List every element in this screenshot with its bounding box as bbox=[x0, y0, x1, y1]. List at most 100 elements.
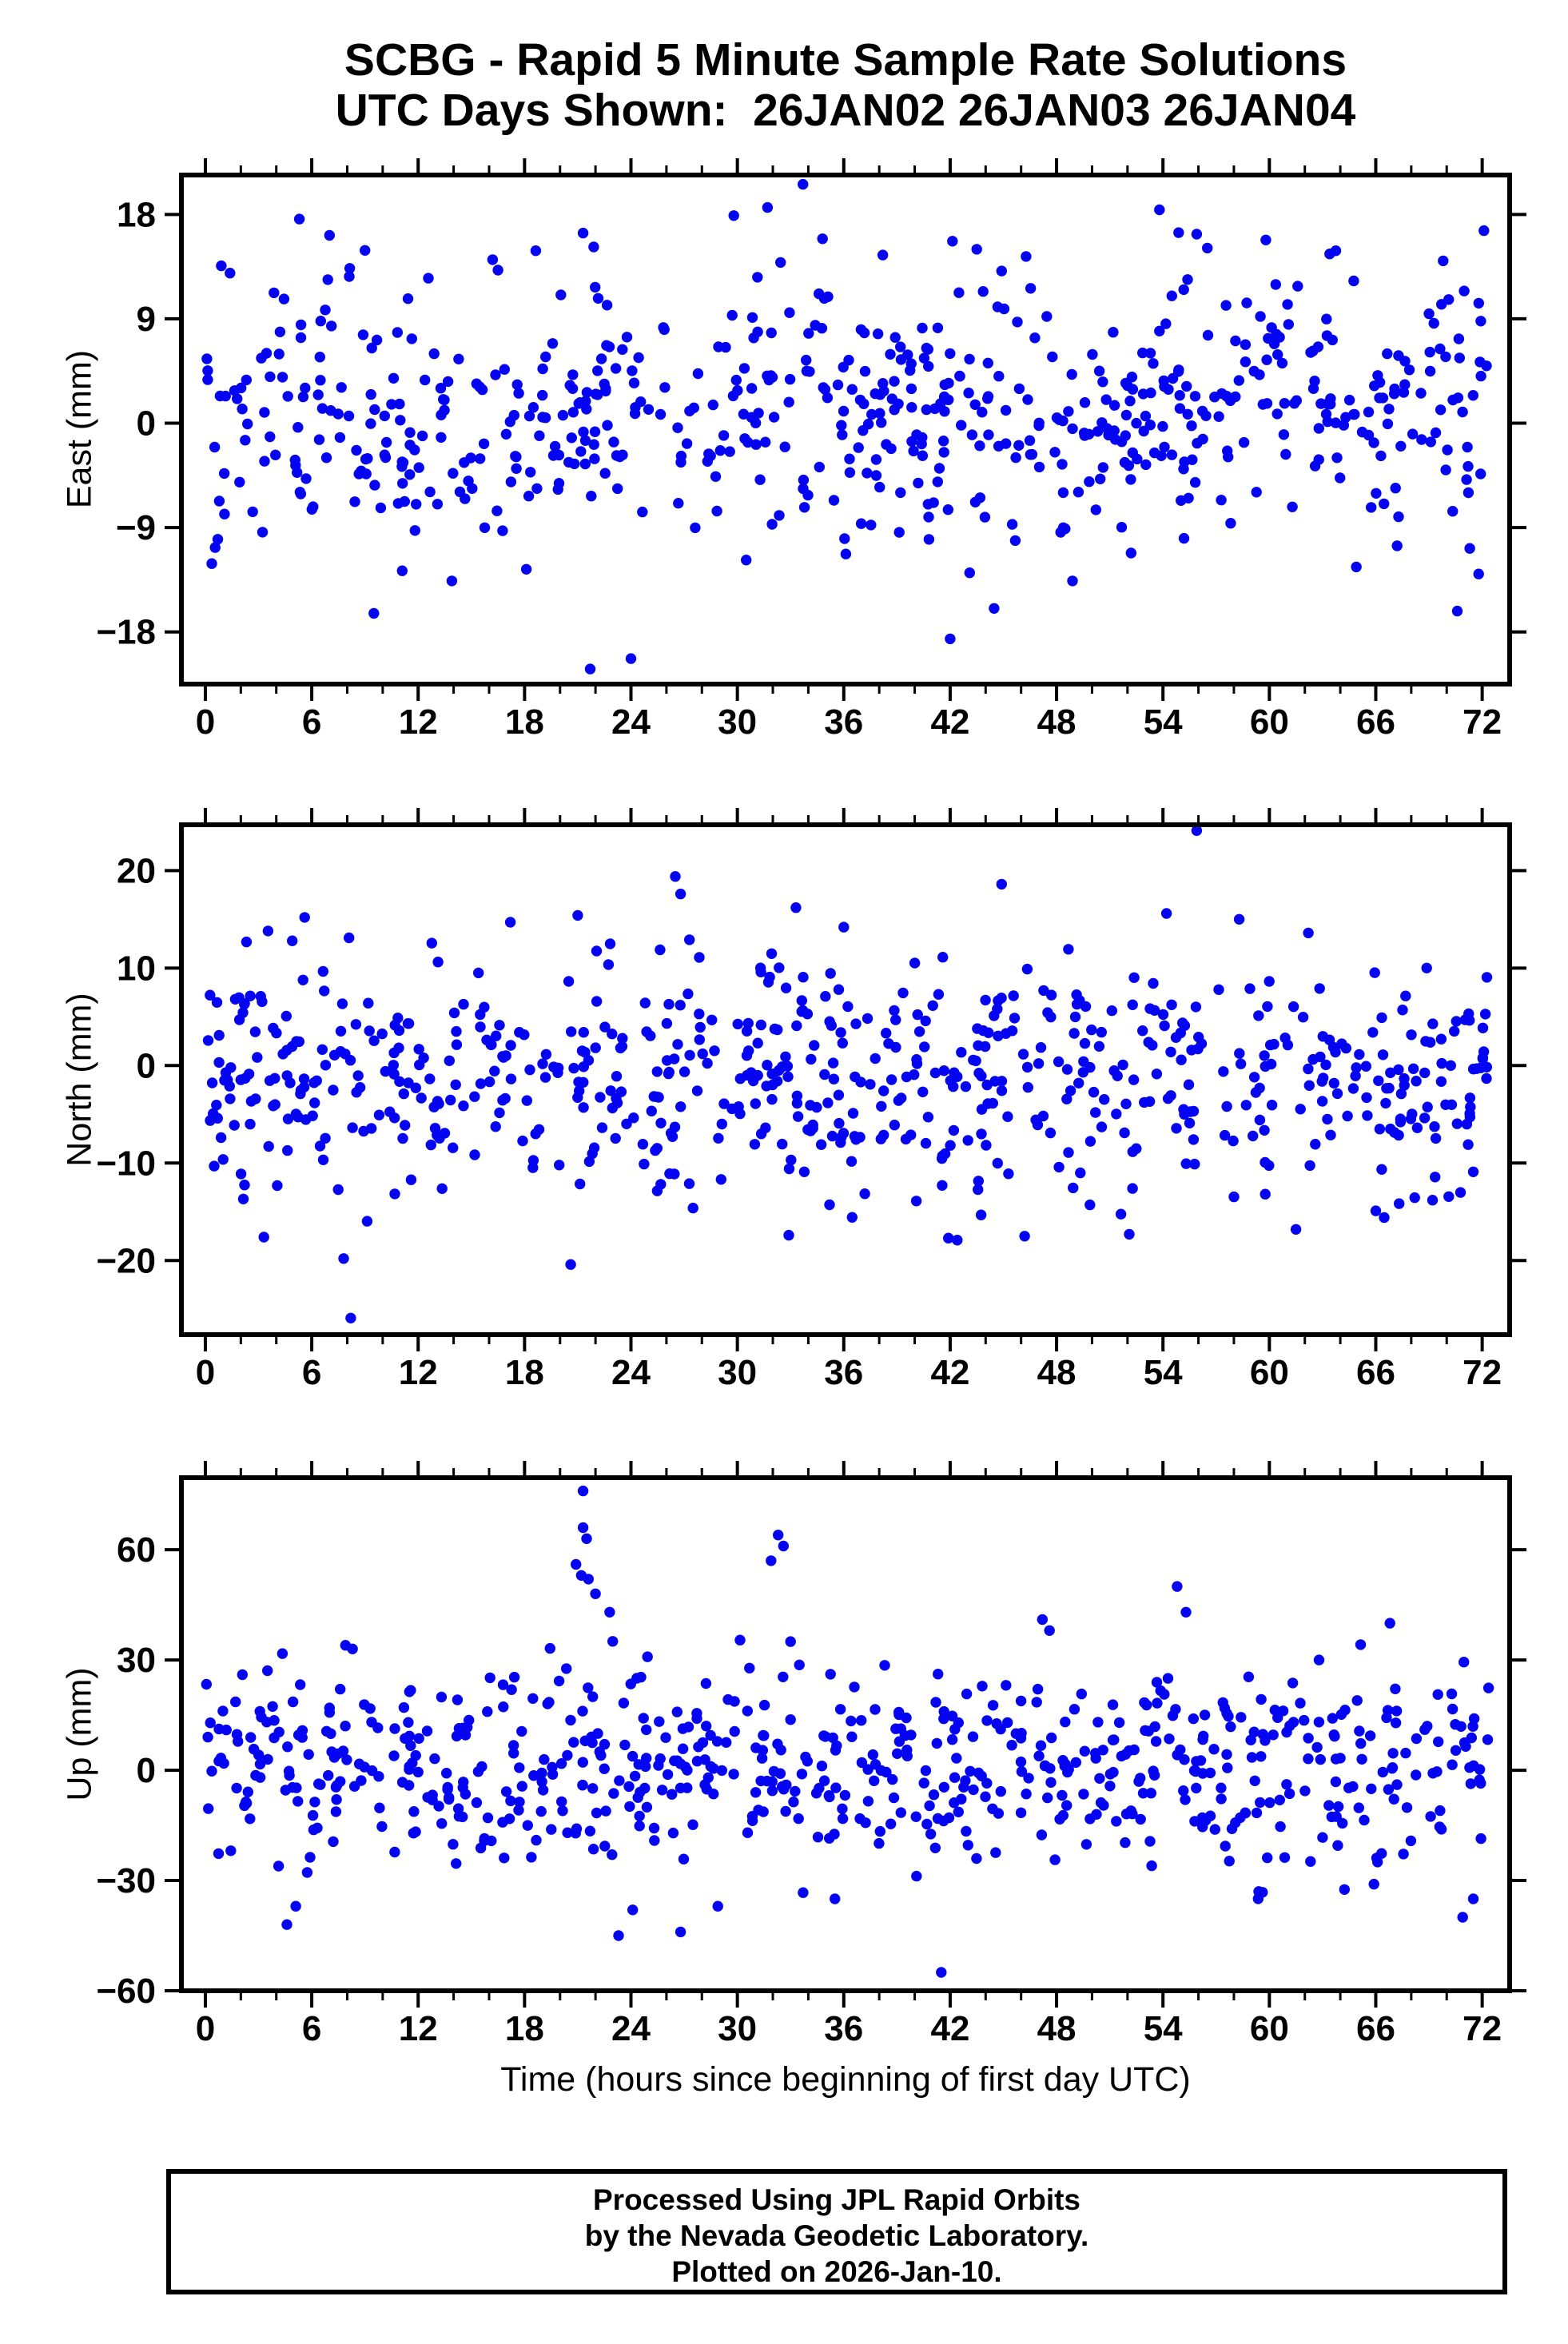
outlier-point bbox=[487, 254, 499, 265]
plot-frame-east bbox=[179, 173, 1512, 686]
outlier-point bbox=[1384, 1618, 1395, 1629]
scatter-points-east bbox=[201, 178, 1492, 675]
x-tick-label: 0 bbox=[196, 702, 215, 742]
chart-subtitle: UTC Days Shown: 26JAN02 26JAN03 26JAN04 bbox=[335, 85, 1356, 136]
footer-box: Processed Using JPL Rapid Orbits by the … bbox=[166, 2169, 1507, 2294]
footer-line-3: Plotted on 2026-Jan-10. bbox=[671, 2255, 1002, 2288]
x-axis-title: Time (hours since beginning of first day… bbox=[500, 2060, 1191, 2099]
outlier-point bbox=[1324, 249, 1335, 260]
outlier-point bbox=[613, 1930, 624, 1941]
x-tick-label: 66 bbox=[1356, 702, 1395, 742]
outlier-point bbox=[625, 653, 637, 664]
outlier-point bbox=[778, 1540, 789, 1552]
outlier-point bbox=[945, 633, 956, 645]
outlier-point bbox=[293, 213, 305, 225]
outlier-point bbox=[258, 1232, 269, 1243]
x-tick-label: 54 bbox=[1144, 1353, 1183, 1392]
x-tick-label: 12 bbox=[399, 702, 438, 742]
x-tick-label: 24 bbox=[611, 2009, 651, 2048]
y-axis-label-north: North (mm) bbox=[60, 993, 99, 1167]
outlier-point bbox=[1037, 1614, 1049, 1626]
plot-frame-up bbox=[179, 1475, 1512, 1993]
x-tick-label: 48 bbox=[1037, 702, 1077, 742]
outlier-point bbox=[290, 1900, 301, 1912]
outlier-point bbox=[670, 871, 681, 882]
x-tick-label: 12 bbox=[399, 2009, 438, 2048]
scatter-points-north bbox=[202, 825, 1493, 1324]
x-tick-label: 48 bbox=[1037, 1353, 1077, 1392]
ticks-north: 0 6 12 18 24 30 36 42 48 54 60 66 72 20 10 0 −10 −20 bbox=[96, 808, 1526, 1392]
x-tick-label: 66 bbox=[1356, 1353, 1395, 1392]
outlier-point bbox=[577, 227, 589, 239]
outlier-point bbox=[817, 233, 828, 245]
outlier-point bbox=[1124, 1228, 1135, 1240]
outlier-point bbox=[1180, 1606, 1192, 1618]
x-tick-label: 30 bbox=[718, 702, 757, 742]
outlier-point bbox=[741, 555, 752, 566]
scatter-points-up bbox=[201, 1485, 1494, 1978]
outlier-point bbox=[588, 241, 599, 253]
x-tick-label: 18 bbox=[505, 1353, 544, 1392]
outlier-point bbox=[1351, 561, 1362, 573]
outlier-point bbox=[1313, 1654, 1325, 1665]
outlier-point bbox=[1464, 543, 1475, 554]
outlier-point bbox=[368, 607, 380, 619]
outlier-point bbox=[1125, 547, 1137, 559]
x-tick-label: 18 bbox=[505, 2009, 544, 2048]
x-tick-label: 60 bbox=[1250, 702, 1289, 742]
outlier-point bbox=[728, 210, 739, 221]
y-tick-label: 0 bbox=[137, 1046, 156, 1085]
outlier-point bbox=[565, 1259, 576, 1270]
x-tick-label: 30 bbox=[718, 2009, 757, 2048]
outlier-point bbox=[762, 201, 774, 213]
footer-line-2: by the Nevada Geodetic Laboratory. bbox=[584, 2219, 1089, 2252]
x-tick-label: 0 bbox=[196, 2009, 215, 2048]
y-tick-label: 30 bbox=[117, 1641, 156, 1680]
x-tick-label: 24 bbox=[611, 1353, 651, 1392]
y-axis-label-east: East (mm) bbox=[60, 349, 99, 509]
x-tick-label: 6 bbox=[302, 2009, 321, 2048]
outlier-point bbox=[1427, 1195, 1439, 1206]
outlier-point bbox=[1160, 908, 1172, 919]
outlier-point bbox=[520, 563, 532, 575]
outlier-point bbox=[347, 1643, 358, 1654]
outlier-point bbox=[936, 1967, 947, 1978]
outlier-point bbox=[572, 909, 583, 921]
y-tick-label: −10 bbox=[96, 1144, 156, 1183]
outlier-point bbox=[675, 888, 686, 900]
outlier-point bbox=[1438, 255, 1449, 267]
outlier-point bbox=[584, 663, 596, 675]
y-tick-label: 9 bbox=[137, 300, 156, 339]
outlier-point bbox=[1191, 825, 1203, 837]
outlier-point bbox=[446, 575, 458, 587]
title-block: SCBG - Rapid 5 Minute Sample Rate Soluti… bbox=[181, 35, 1510, 136]
y-tick-label: 0 bbox=[137, 404, 156, 444]
outlier-point bbox=[1019, 1231, 1030, 1242]
x-tick-label: 36 bbox=[824, 2009, 863, 2048]
outlier-point bbox=[1457, 1912, 1468, 1923]
y-tick-label: −20 bbox=[96, 1241, 156, 1280]
outlier-point bbox=[798, 178, 809, 190]
x-tick-label: 12 bbox=[399, 1353, 438, 1392]
outlier-point bbox=[785, 1636, 796, 1647]
x-tick-label: 42 bbox=[930, 2009, 969, 2048]
ticks-east: 0 6 12 18 24 30 36 42 48 54 60 66 72 18 9 0 −9 −18 bbox=[96, 158, 1526, 742]
outlier-point bbox=[360, 245, 371, 256]
x-tick-label: 6 bbox=[302, 702, 321, 742]
outlier-point bbox=[324, 229, 335, 241]
outlier-point bbox=[1067, 575, 1078, 587]
outlier-point bbox=[1370, 1205, 1382, 1216]
outlier-point bbox=[1202, 242, 1213, 254]
outlier-point bbox=[1473, 568, 1484, 579]
ticks-up: 0 6 12 18 24 30 36 42 48 54 60 66 72 60 30 0 −30 −60 bbox=[96, 1461, 1526, 2048]
outlier-point bbox=[773, 1530, 784, 1541]
outlier-point bbox=[571, 1558, 582, 1570]
outlier-point bbox=[783, 1229, 794, 1241]
outlier-point bbox=[1233, 913, 1245, 925]
y-tick-label: −9 bbox=[116, 508, 156, 547]
outlier-point bbox=[1260, 234, 1272, 245]
outlier-point bbox=[281, 1919, 293, 1930]
outlier-point bbox=[287, 935, 298, 946]
x-tick-label: 54 bbox=[1144, 2009, 1183, 2048]
